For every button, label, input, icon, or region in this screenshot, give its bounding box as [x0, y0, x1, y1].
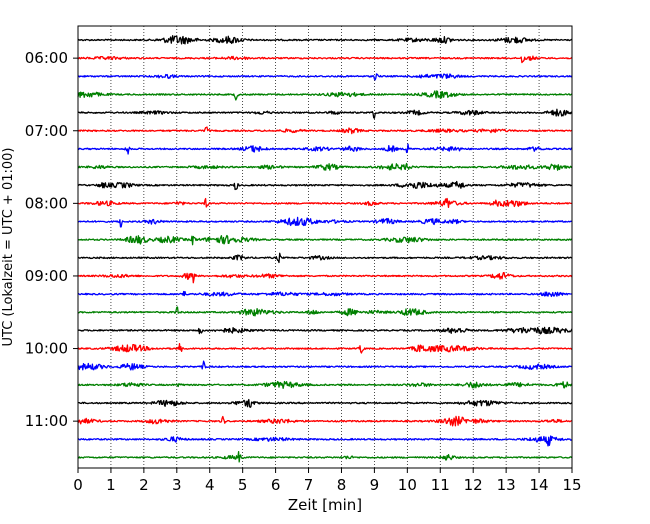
trace-1000 — [77, 343, 573, 354]
trace-0600 — [77, 55, 573, 64]
trace-0830 — [77, 234, 573, 246]
trace-0630 — [77, 90, 573, 101]
trace-0615 — [77, 73, 573, 81]
x-tick-label: 13 — [497, 476, 516, 494]
y-tick-label: 07:00 — [25, 122, 68, 140]
y-tick-label: 11:00 — [25, 412, 68, 430]
x-tick-label: 7 — [304, 476, 314, 494]
trace-1015 — [77, 360, 573, 371]
trace-0945 — [77, 326, 573, 335]
trace-0845 — [77, 252, 572, 264]
x-tick-label: 15 — [562, 476, 581, 494]
y-axis-title: UTC (Lokalzeit = UTC + 01:00) — [1, 148, 16, 347]
trace-0730 — [77, 162, 573, 171]
trace-0700 — [77, 126, 573, 135]
trace-layer — [77, 35, 573, 463]
trace-0930 — [77, 306, 573, 317]
trace-0915 — [77, 290, 573, 298]
x-tick-label: 12 — [464, 476, 483, 494]
trace-1100 — [77, 415, 573, 427]
x-tick-label: 2 — [139, 476, 149, 494]
x-tick-label: 0 — [73, 476, 83, 494]
x-tick-label: 9 — [370, 476, 380, 494]
trace-1045 — [77, 398, 573, 408]
x-tick-label: 11 — [431, 476, 450, 494]
trace-1030 — [77, 380, 573, 389]
x-tick-label: 10 — [398, 476, 417, 494]
x-tick-label: 3 — [172, 476, 182, 494]
trace-0800 — [77, 197, 573, 209]
x-axis-title: Zeit [min] — [288, 496, 362, 514]
x-tick-label: 4 — [205, 476, 215, 494]
y-tick-label: 10:00 — [25, 340, 68, 358]
x-tick-label: 5 — [238, 476, 248, 494]
x-tick-layer: 0 1 2 3 4 5 6 7 8 9 10 11 12 13 14 15 — [73, 468, 582, 494]
x-tick-label: 8 — [337, 476, 347, 494]
trace-1115 — [77, 435, 573, 447]
y-tick-label: 08:00 — [25, 194, 68, 212]
trace-1130 — [77, 451, 573, 463]
plot-frame — [77, 25, 573, 469]
x-tick-label: 14 — [530, 476, 549, 494]
y-tick-layer: 06:00 07:00 08:00 09:00 10:00 11:00 — [25, 49, 78, 430]
x-tick-label: 1 — [106, 476, 116, 494]
x-tick-label: 6 — [271, 476, 281, 494]
trace-0745 — [77, 180, 573, 191]
trace-0815 — [77, 216, 573, 228]
y-tick-label: 06:00 — [25, 49, 68, 67]
trace-0900 — [77, 272, 573, 284]
trace-0545 — [77, 35, 573, 45]
trace-0645 — [77, 108, 573, 119]
y-tick-label: 09:00 — [25, 267, 68, 285]
trace-0715 — [77, 143, 573, 155]
